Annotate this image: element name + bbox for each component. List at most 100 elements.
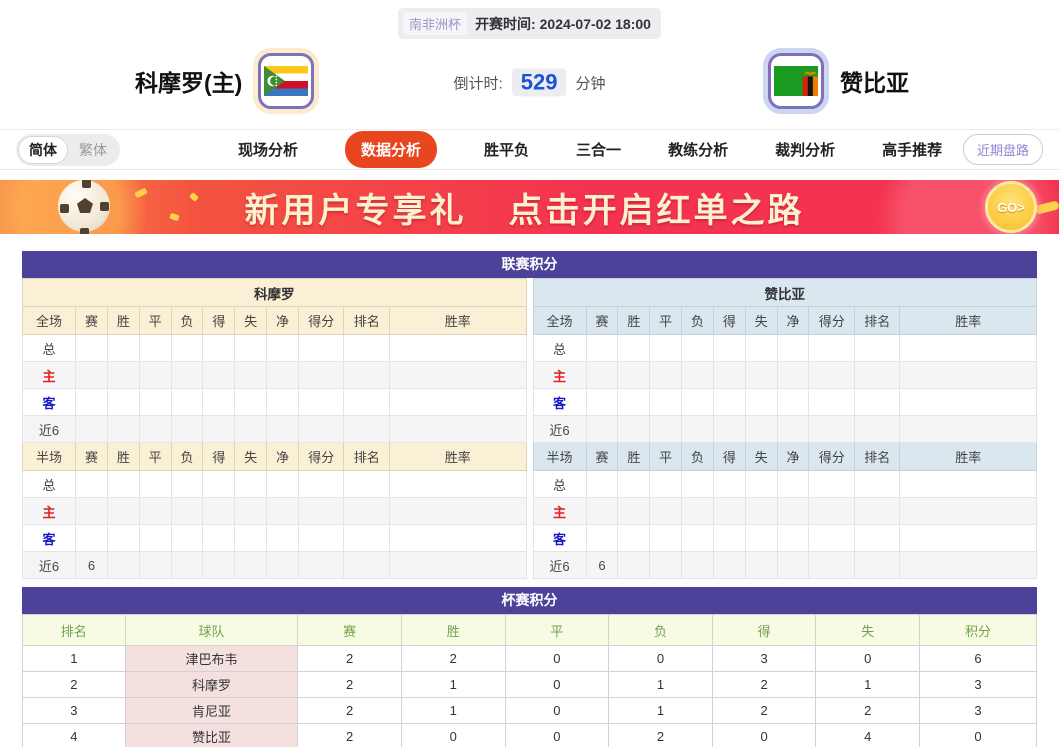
league-cell (712, 415, 746, 443)
tab-裁判分析[interactable]: 裁判分析 (775, 142, 836, 159)
soccer-ball-icon (58, 180, 110, 232)
league-col-header: 胜率 (388, 442, 527, 471)
cup-col-header: 赛 (297, 614, 402, 646)
league-cell (202, 415, 236, 443)
league-table-home: 科摩罗 全场赛胜平负得失净得分 排名 胜率总主客近6 半场赛胜平负得失净得分 排名 胜率总主… (21, 278, 527, 579)
league-cell (744, 415, 778, 443)
cup-cell: 1 (22, 645, 126, 672)
tab-数据分析[interactable]: 数据分析 (345, 131, 438, 168)
league-row-label: 总 (532, 470, 587, 498)
league-col-header: 失 (744, 442, 778, 471)
cup-cell: 0 (504, 645, 610, 672)
league-cell (202, 361, 236, 389)
countdown: 倒计时: 529 分钟 (453, 68, 605, 97)
league-column-header-row: 全场赛胜平负得失净得分 排名 胜率 (21, 306, 527, 335)
league-cell (853, 361, 901, 389)
recent-odds-button[interactable]: 近期盘路 (962, 134, 1043, 165)
cup-table-body: 排名 球队赛胜平负得失积分 1 津巴布韦 2 2 0 0 3 0 6 2 科摩罗 2 1 0 1 2 1 3 3 肯尼亚 2… (22, 614, 1037, 747)
league-cell (106, 415, 140, 443)
league-cell (297, 388, 345, 416)
league-col-header: 失 (234, 306, 268, 335)
lang-traditional-button[interactable]: 繁体 (79, 141, 107, 158)
cup-team-name: 科摩罗 (124, 671, 299, 698)
confetti-icon (189, 192, 199, 202)
league-cell (585, 497, 619, 525)
league-cell (388, 524, 527, 552)
league-cell (138, 497, 172, 525)
league-cell (266, 470, 299, 498)
league-col-header: 排名 (343, 442, 390, 471)
league-col-header: 得分 (297, 306, 345, 335)
promo-banner[interactable]: 新用户专享礼 点击开启红单之路 GO> (0, 180, 1059, 234)
lang-simplified-button[interactable]: 简体 (18, 135, 68, 164)
league-col-header: 胜率 (899, 306, 1037, 335)
cup-cell: 3 (22, 697, 126, 724)
go-button[interactable]: GO> (985, 181, 1037, 233)
tab-三合一[interactable]: 三合一 (576, 142, 622, 159)
league-cell (681, 524, 714, 552)
league-row-label: 客 (21, 524, 77, 552)
tab-教练分析[interactable]: 教练分析 (668, 142, 729, 159)
league-cell (202, 497, 236, 525)
cup-cell: 2 (297, 723, 402, 747)
league-row: 近6 6 (21, 551, 527, 579)
league-cell (388, 388, 527, 416)
league-row: 主 (21, 361, 527, 389)
league-cell (75, 524, 108, 552)
league-cell (106, 470, 140, 498)
league-cell (712, 361, 746, 389)
league-cell (681, 334, 714, 362)
league-row: 总 (21, 334, 527, 362)
league-cell (681, 497, 714, 525)
league-row-label: 总 (21, 470, 77, 498)
league-cell (170, 388, 204, 416)
league-cell (170, 524, 204, 552)
league-col-header: 净 (776, 442, 810, 471)
league-cell (649, 361, 683, 389)
cup-table-row: 1 津巴布韦 2 2 0 0 3 0 6 (22, 645, 1037, 672)
league-row-label: 主 (532, 361, 587, 389)
league-cell (808, 470, 855, 498)
league-cell (138, 334, 172, 362)
cup-col-header: 球队 (124, 614, 299, 646)
league-col-header: 胜 (617, 306, 651, 335)
league-cell (75, 470, 108, 498)
league-cell (585, 470, 619, 498)
league-cell (899, 388, 1037, 416)
league-row: 近6 (532, 415, 1037, 443)
league-cell (297, 361, 345, 389)
cup-cell: 4 (22, 723, 126, 747)
main-content: 联赛积分 科摩罗 全场赛胜平负得失净得分 排名 胜率总主客近6 半场赛胜平负得失净得分排… (0, 234, 1059, 747)
go-button-wrap: GO> (976, 180, 1046, 234)
tab-高手推荐[interactable]: 高手推荐 (882, 142, 943, 159)
league-col-header: 平 (138, 306, 172, 335)
league-cell (202, 388, 236, 416)
tab-胜平负[interactable]: 胜平负 (484, 142, 530, 159)
league-row: 主 (532, 497, 1037, 525)
league-cell (712, 497, 746, 525)
countdown-label: 倒计时: (453, 74, 503, 92)
league-row-label: 近6 (532, 415, 587, 443)
league-cell (138, 388, 172, 416)
league-row: 近6 6 (532, 551, 1037, 579)
teams-header: 科摩罗(主) 倒计时: 529 分钟 (0, 39, 1059, 129)
confetti-icon (169, 212, 180, 222)
league-cell (343, 388, 390, 416)
league-cell (744, 470, 778, 498)
league-row-label: 近6 (532, 551, 587, 579)
league-row-label: 总 (21, 334, 77, 362)
league-col-header: 负 (681, 442, 714, 471)
league-cell (106, 361, 140, 389)
kickoff-label: 开赛时间: (475, 15, 536, 32)
league-col-header: 得 (712, 442, 746, 471)
tab-现场分析[interactable]: 现场分析 (238, 142, 299, 159)
league-cell (776, 334, 810, 362)
league-cell (388, 470, 527, 498)
league-cell (138, 415, 172, 443)
league-cell (297, 524, 345, 552)
league-cell (776, 470, 810, 498)
league-cell (75, 415, 108, 443)
league-cell (649, 388, 683, 416)
league-cell (234, 497, 268, 525)
league-col-header: 得 (202, 306, 236, 335)
